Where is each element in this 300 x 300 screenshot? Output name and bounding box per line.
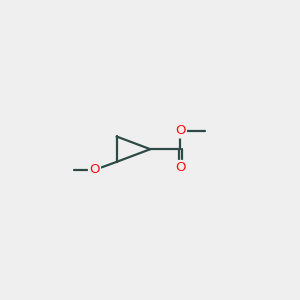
Text: O: O: [89, 164, 100, 176]
Text: O: O: [175, 161, 186, 174]
Text: O: O: [175, 124, 186, 137]
